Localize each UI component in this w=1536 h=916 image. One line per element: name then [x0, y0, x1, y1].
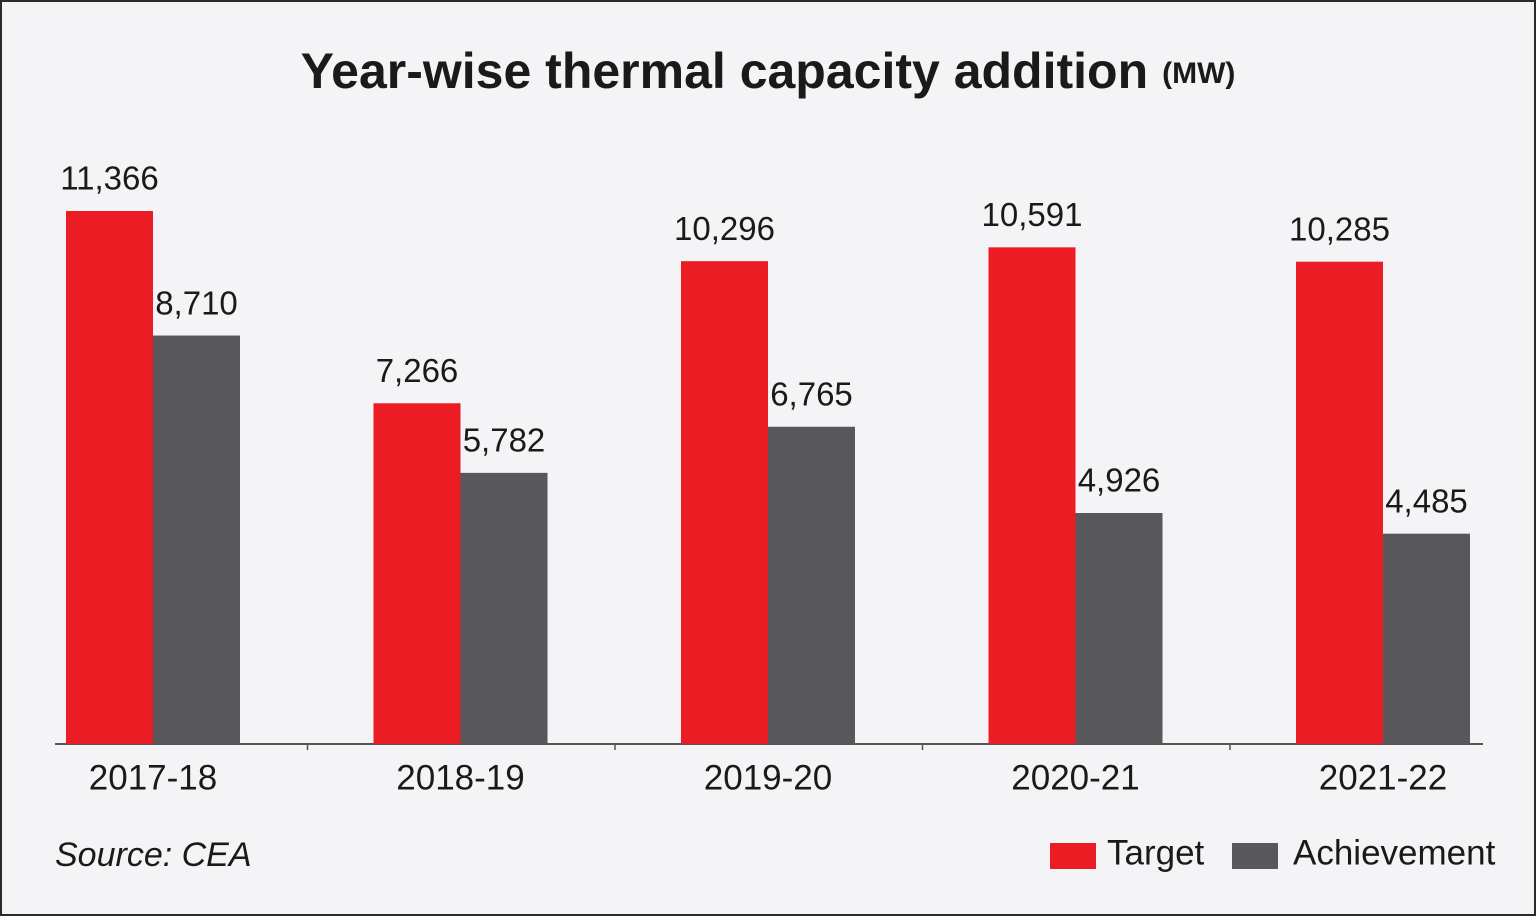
legend-label: Achievement: [1293, 833, 1496, 872]
legend-swatch: [1050, 843, 1096, 869]
legend-swatch: [1232, 843, 1278, 869]
title-unit: (MW): [1162, 57, 1235, 90]
x-tick-label: 2020-21: [1011, 758, 1139, 797]
bar: [768, 426, 855, 744]
bar: [66, 211, 153, 744]
chart-title: Year-wise thermal capacity addition (MW): [301, 43, 1236, 99]
bar: [373, 403, 461, 744]
legend-label: Target: [1107, 833, 1205, 872]
bar: [1075, 512, 1163, 744]
value-label: 10,591: [982, 196, 1083, 233]
bar: [1296, 261, 1383, 744]
value-label: 6,765: [770, 375, 853, 412]
value-label: 7,266: [376, 352, 459, 389]
bar: [681, 261, 768, 744]
value-label: 10,296: [674, 210, 775, 247]
x-tick-label: 2019-20: [704, 758, 832, 797]
value-label: 8,710: [155, 284, 238, 321]
x-tick-label: 2017-18: [89, 758, 217, 797]
x-tick-label: 2021-22: [1319, 758, 1447, 797]
title-main: Year-wise thermal capacity addition: [301, 43, 1149, 99]
value-label: 4,485: [1385, 482, 1468, 519]
bar: [460, 472, 548, 744]
value-label: 5,782: [463, 422, 546, 459]
source: Source: CEA: [55, 836, 252, 874]
bar: [988, 247, 1076, 744]
value-label: 11,366: [60, 160, 158, 197]
bar: [153, 335, 240, 744]
value-label: 10,285: [1289, 210, 1390, 247]
value-label: 4,926: [1078, 462, 1161, 499]
bar: [1383, 533, 1470, 744]
x-tick-label: 2018-19: [396, 758, 524, 797]
